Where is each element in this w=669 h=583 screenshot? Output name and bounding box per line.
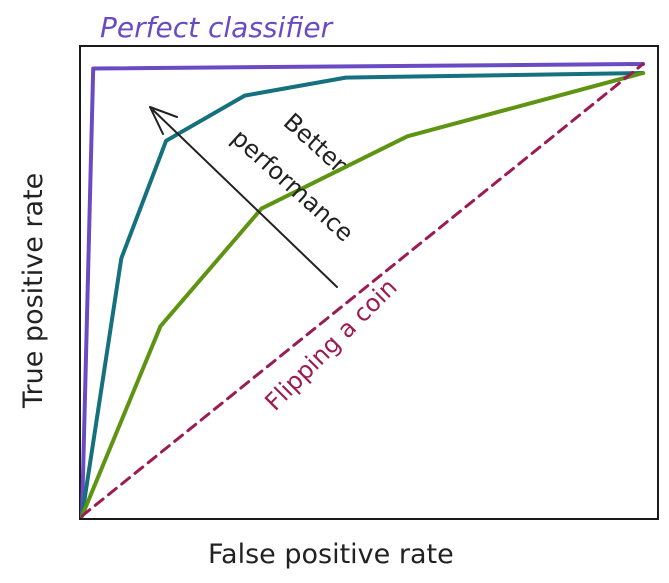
better-performance-arrow: [149, 106, 338, 288]
perfect-classifier-label: Perfect classifier: [100, 11, 334, 44]
coin-flip-diagonal: [80, 62, 645, 518]
coin-label: Flipping a coin: [259, 273, 402, 416]
x-axis-label: False positive rate: [208, 539, 454, 570]
teal-roc-curve: [80, 71, 645, 518]
green-roc-curve: [80, 71, 645, 518]
y-axis-label: True positive rate: [18, 173, 49, 409]
series-layer: [80, 62, 645, 518]
plot-frame: [79, 45, 659, 520]
perfect-classifier-curve: [80, 62, 645, 518]
